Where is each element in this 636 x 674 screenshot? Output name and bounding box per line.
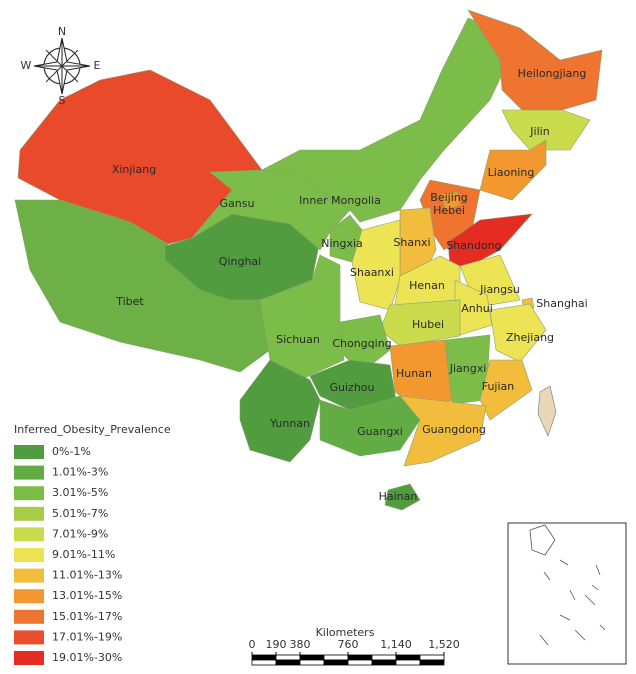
scale-label: 760 xyxy=(338,638,359,651)
legend-swatch xyxy=(14,445,44,459)
province-label: Jilin xyxy=(529,125,549,138)
scale-title: Kilometers xyxy=(316,626,375,639)
legend: 0%-1% 1.01%-3% 3.01%-5% 5.01%-7% 7.01%-9% 9.0… xyxy=(14,445,122,665)
scale-segment xyxy=(347,654,373,661)
legend-label: 9.01%-11% xyxy=(52,548,115,561)
compass-s: S xyxy=(59,94,66,107)
province xyxy=(384,483,421,511)
scale-segment xyxy=(275,659,301,666)
province-label: Fujian xyxy=(482,380,515,393)
compass: N E S W xyxy=(21,25,101,107)
scale-label: 0 xyxy=(249,638,256,651)
scale-segment xyxy=(251,659,277,666)
legend-label: 5.01%-7% xyxy=(52,507,108,520)
legend-swatch xyxy=(14,589,44,604)
legend-label: 13.01%-15% xyxy=(52,589,122,602)
compass-w: W xyxy=(21,59,32,72)
scale-segment xyxy=(323,659,349,666)
province-label: Inner Mongolia xyxy=(299,194,381,207)
scale-label: 1,520 xyxy=(428,638,460,651)
province xyxy=(501,109,591,151)
scale-segment xyxy=(347,659,373,666)
province-label: Hubei xyxy=(412,318,444,331)
legend-swatch xyxy=(14,651,44,665)
province-label: Zhejiang xyxy=(506,331,554,344)
legend-swatch xyxy=(14,465,44,480)
legend-title: Inferred_Obesity_Prevalence xyxy=(14,423,171,436)
legend-label: 19.01%-30% xyxy=(52,651,122,664)
legend-swatch xyxy=(14,630,44,645)
scale-label: 1,140 xyxy=(380,638,412,651)
scale-segment xyxy=(299,654,325,661)
legend-swatch xyxy=(14,568,44,583)
legend-label: 0%-1% xyxy=(52,445,91,458)
province-label: Yunnan xyxy=(269,417,310,430)
legend-swatch xyxy=(14,486,44,501)
province xyxy=(319,395,421,457)
scale-segment xyxy=(395,654,421,661)
legend-swatch xyxy=(14,527,44,542)
province-label: Beijing xyxy=(430,191,467,204)
legend-label: 3.01%-5% xyxy=(52,486,108,499)
province-label: Qinghai xyxy=(219,255,261,268)
province-label: Sichuan xyxy=(276,333,320,346)
legend-label: 7.01%-9% xyxy=(52,527,108,540)
province xyxy=(454,279,493,336)
compass-n: N xyxy=(58,25,66,38)
province-label: Hainan xyxy=(379,490,418,503)
province-label: Tibet xyxy=(115,295,144,308)
province-label: Anhui xyxy=(461,302,493,315)
province xyxy=(479,359,533,421)
legend-label: 11.01%-13% xyxy=(52,569,122,582)
province xyxy=(261,17,509,223)
province xyxy=(439,191,461,211)
scale-segment xyxy=(275,654,301,661)
scale-label: 380 xyxy=(290,638,311,651)
scale-segment xyxy=(371,654,397,661)
province-label: Hunan xyxy=(396,367,432,380)
province-label: Guangxi xyxy=(357,425,403,438)
province xyxy=(467,9,603,111)
legend-swatch xyxy=(14,506,44,521)
province-label: Henan xyxy=(409,279,445,292)
province-label: Ningxia xyxy=(321,237,363,250)
province-label: Guizhou xyxy=(330,381,375,394)
province-label: Xinjiang xyxy=(112,163,156,176)
taiwan xyxy=(537,385,557,437)
legend-swatch xyxy=(14,609,44,624)
scale-segment xyxy=(299,659,325,666)
province-label: Hebei xyxy=(433,204,465,217)
scale-segment xyxy=(419,659,445,666)
province-label: Shanxi xyxy=(393,236,430,249)
province-label: Shaanxi xyxy=(350,266,394,279)
inset-map xyxy=(507,522,627,665)
legend-label: 1.01%-3% xyxy=(52,466,108,479)
scale-label: 190 xyxy=(266,638,287,651)
province-label: Shanghai xyxy=(536,297,587,310)
scale-bar: 0 190 380 760 1,140 1,520 xyxy=(249,638,460,666)
province-label: Jiangsu xyxy=(479,283,520,296)
province-label: Liaoning xyxy=(488,166,535,179)
province-label: Heilongjiang xyxy=(518,67,587,80)
scale-segment xyxy=(323,654,349,661)
legend-swatch xyxy=(14,548,44,562)
legend-label: 15.01%-17% xyxy=(52,610,122,623)
province-label: Jiangxi xyxy=(449,362,487,375)
compass-e: E xyxy=(94,59,101,72)
province xyxy=(399,395,487,467)
scale-segment xyxy=(419,654,445,661)
legend-label: 17.01%-19% xyxy=(52,630,122,643)
scale-segment xyxy=(371,659,397,666)
province-label: Shandong xyxy=(446,239,501,252)
province xyxy=(489,303,547,363)
province-label: Guangdong xyxy=(422,423,486,436)
scale-segment xyxy=(251,654,277,661)
province-label: Gansu xyxy=(220,197,255,210)
province xyxy=(239,359,321,463)
scale-segment xyxy=(395,659,421,666)
provinces xyxy=(14,9,603,511)
province-label: Chongqing xyxy=(332,337,391,350)
